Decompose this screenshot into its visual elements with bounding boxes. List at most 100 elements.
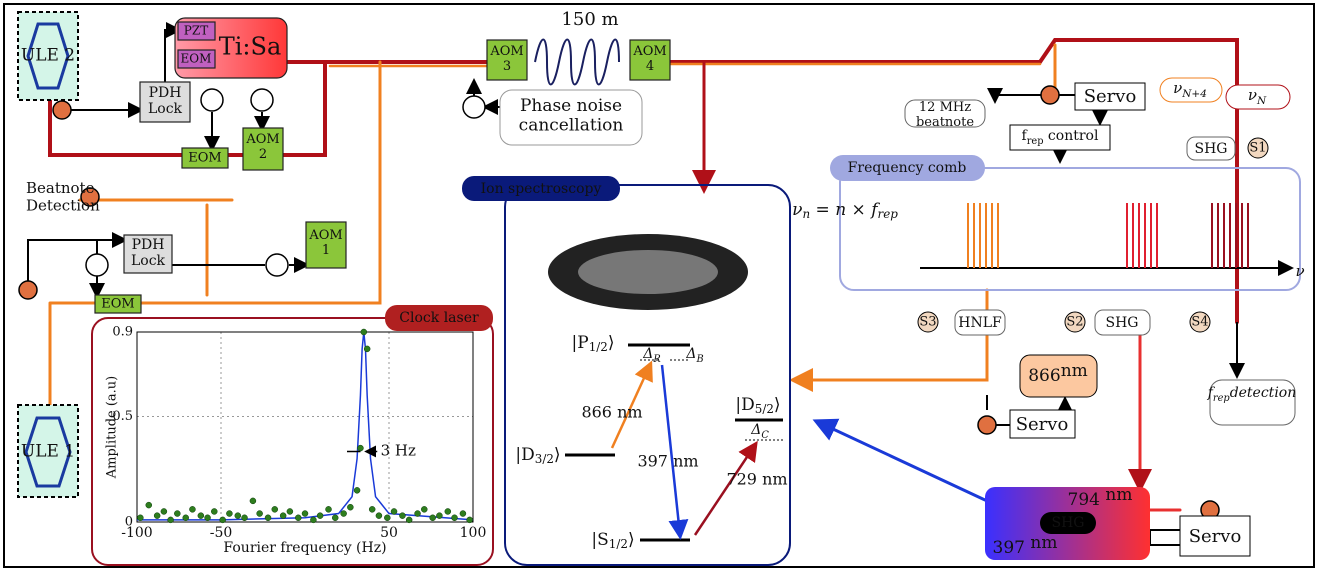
label: Servo: [1016, 414, 1069, 435]
data-point: [295, 514, 302, 522]
data-point: [444, 508, 452, 515]
label: ΔB: [685, 346, 703, 365]
label: 12 MHz: [919, 100, 971, 115]
label: f: [1207, 385, 1216, 401]
data-point: [399, 512, 406, 519]
label: ⟩: [774, 395, 781, 415]
step-label: S3: [919, 315, 936, 330]
label: |D: [515, 445, 534, 465]
data-point: [451, 514, 458, 522]
label: ΔR: [642, 346, 661, 365]
y-tick-label: 0: [125, 515, 133, 530]
label: ν: [1173, 79, 1182, 97]
data-point: [264, 514, 272, 522]
label: 150 m: [561, 9, 618, 30]
label: frep control: [1022, 128, 1099, 147]
label: nm: [1105, 485, 1132, 505]
label: |P: [572, 333, 589, 353]
label: ⟩: [628, 530, 635, 550]
data-point: [368, 506, 376, 513]
label: 397 nm: [993, 533, 1058, 558]
step-label: S2: [1066, 315, 1083, 330]
data-point: [286, 508, 294, 515]
data-point: [160, 508, 168, 515]
section-title: Frequency comb: [848, 160, 967, 176]
label: Beatnote Detection: [26, 179, 100, 214]
label: ⟩: [608, 333, 615, 353]
label: 1: [322, 242, 330, 257]
components: -100 -50 50 100 0 0.5 0.9 Fourier frequency (Hz…: [17, 11, 1301, 566]
label: Servo: [1189, 526, 1242, 547]
label: Phase noise cancellation: [519, 96, 624, 136]
fit-line: [137, 331, 474, 521]
label: 1/2: [609, 537, 628, 551]
label: 794 nm: [1068, 485, 1133, 510]
data-point: [353, 487, 361, 494]
label: Δ: [685, 346, 696, 362]
data-point: [234, 512, 242, 519]
label: Servo: [1084, 86, 1137, 107]
label: |D: [735, 395, 754, 415]
label: 397 nm: [637, 452, 698, 471]
label: Beatnote: [26, 179, 95, 197]
data-point: [357, 444, 364, 452]
data-point: [414, 510, 421, 517]
label: 2: [259, 146, 267, 161]
data-point: [405, 516, 413, 524]
label: frepdetection: [1207, 385, 1297, 404]
label: 12 MHz beatnote: [916, 100, 974, 130]
label: 3: [503, 58, 511, 73]
data-point: [256, 510, 263, 517]
label: EOM: [101, 297, 134, 312]
label: 5/2: [755, 402, 774, 416]
x-tick-label: 50: [380, 525, 398, 541]
section-title: Ion spectroscopy: [481, 181, 602, 197]
label: AOM: [245, 132, 279, 147]
label: rep: [1213, 393, 1230, 404]
data-point: [429, 514, 436, 522]
label: Lock: [131, 253, 166, 269]
step-label: S1: [1249, 141, 1266, 156]
data-point: [310, 516, 317, 524]
label: AOM 2: [245, 132, 279, 162]
y-axis-label: Amplitude (a.u): [105, 376, 120, 480]
label: νn = n × frep: [792, 200, 898, 222]
data-point: [241, 514, 248, 522]
data-point: [459, 510, 467, 517]
label: PDH: [132, 237, 165, 253]
label: |S1/2⟩: [591, 530, 634, 552]
frame: [3, 3, 1315, 568]
data-point: [325, 506, 332, 513]
data-point: [189, 506, 196, 513]
label: AOM 1: [308, 228, 342, 258]
ule-label: ULE 1: [21, 442, 75, 462]
label: 866 nm: [581, 403, 642, 422]
label: cancellation: [519, 115, 624, 135]
label: ⟩: [554, 445, 561, 465]
label: beatnote: [916, 114, 974, 129]
label: |D5/2⟩: [735, 395, 780, 417]
label: SHG: [1195, 141, 1228, 157]
label: detection: [1230, 385, 1297, 401]
data-point: [421, 506, 428, 513]
label: 3/2: [535, 452, 554, 466]
label: νN+4: [1173, 79, 1207, 100]
label: 866: [1028, 366, 1060, 386]
data-point: [301, 510, 309, 517]
ule-label: ULE 2: [21, 46, 75, 66]
data-point: [145, 501, 153, 509]
label: PDH Lock: [131, 237, 166, 269]
data-point: [375, 512, 383, 519]
y-tick-label: 0.9: [112, 325, 133, 340]
label: AOM: [632, 44, 666, 59]
label: 866nm: [1028, 361, 1088, 386]
label: |D3/2⟩: [515, 445, 560, 467]
label: PZT: [184, 24, 208, 38]
label: N: [1256, 95, 1267, 107]
data-point: [363, 345, 371, 353]
plot-frame: [136, 331, 474, 523]
label: νN: [1248, 86, 1267, 107]
y-tick-label: 0.5: [112, 409, 133, 424]
data-point: [226, 510, 233, 517]
